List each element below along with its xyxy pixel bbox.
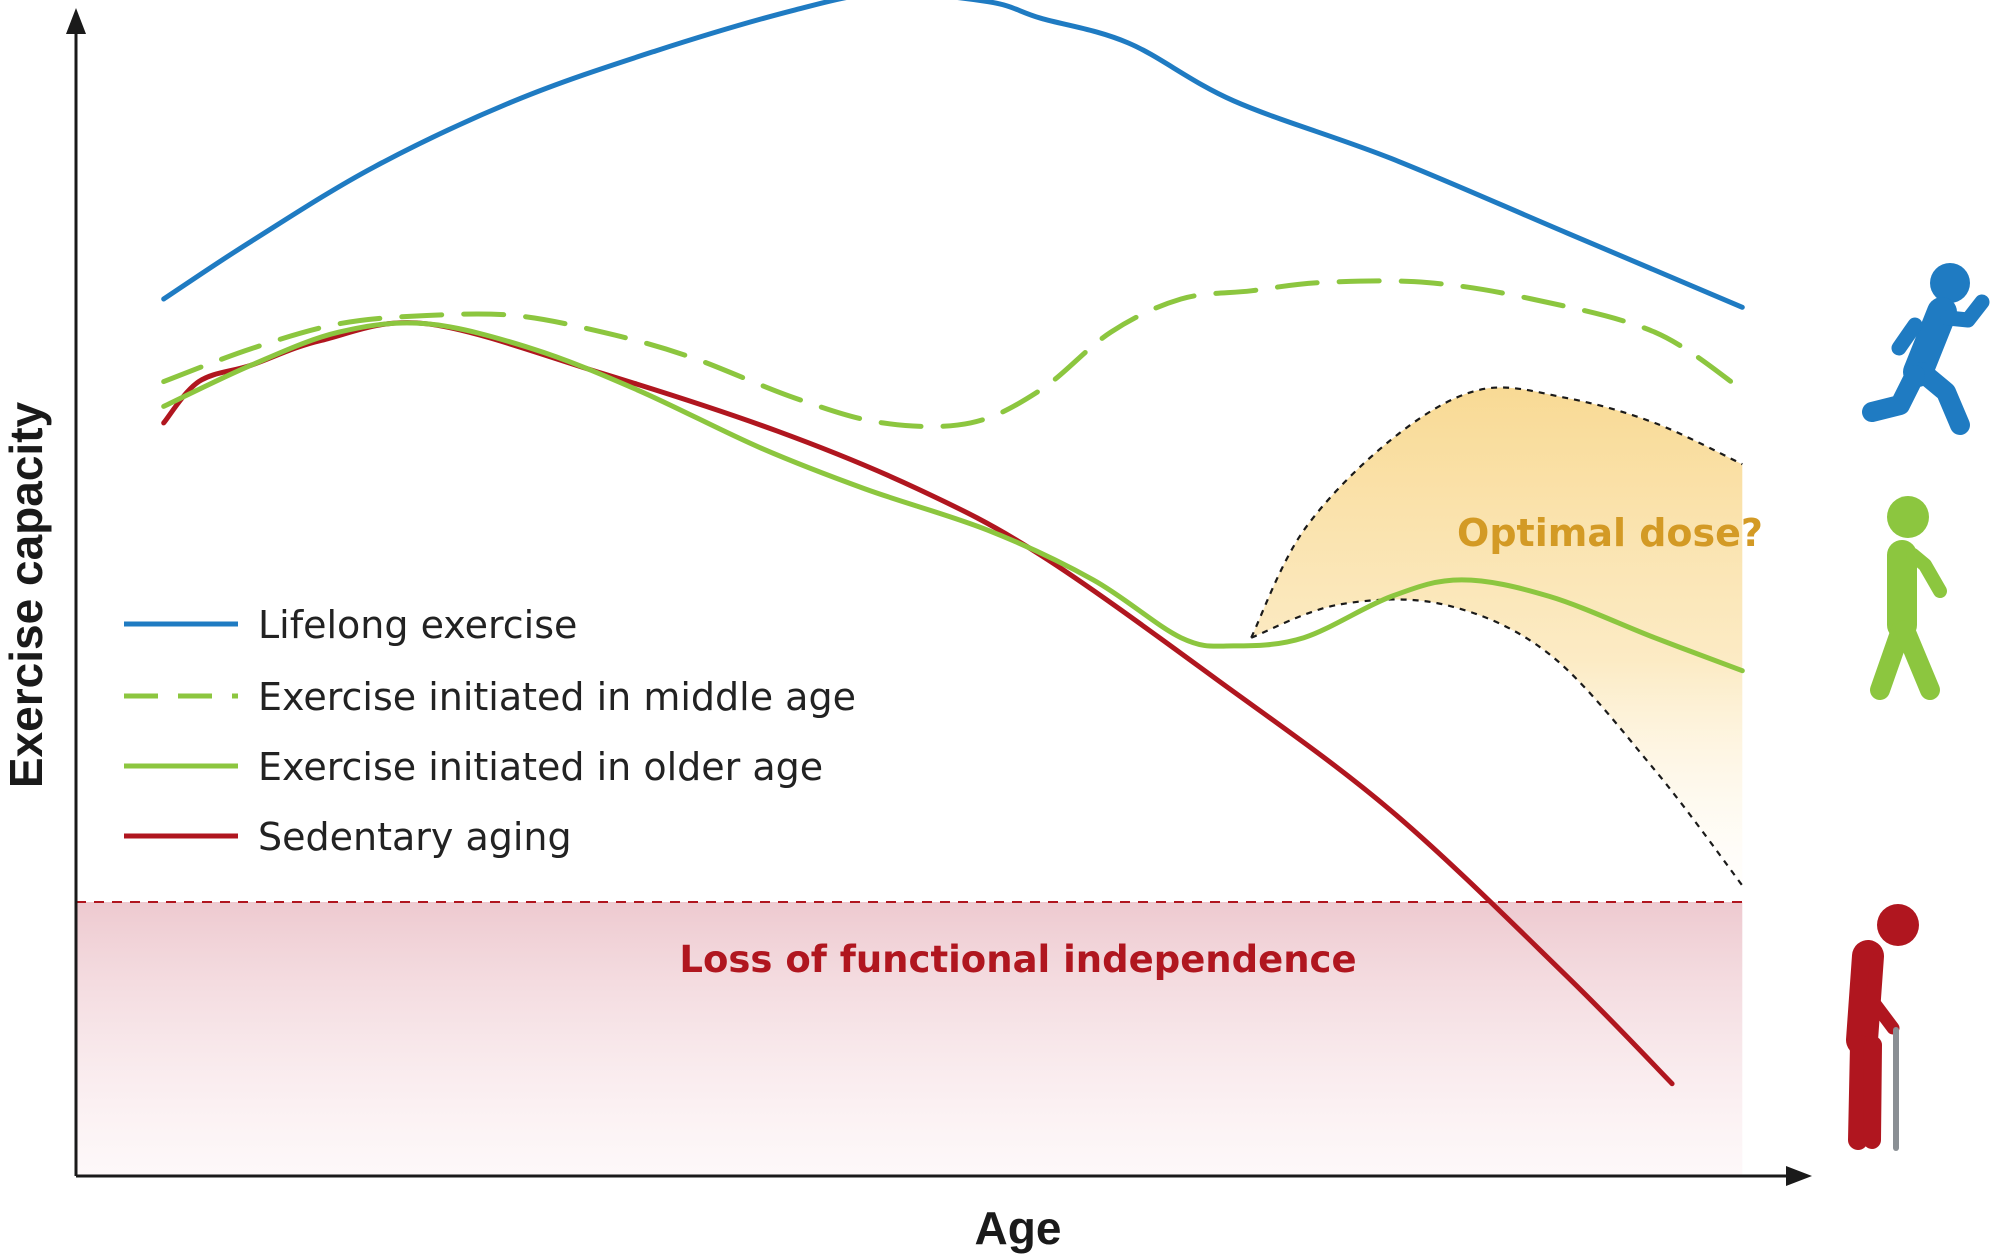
legend-label-older-age: Exercise initiated in older age <box>258 745 823 789</box>
legend: Lifelong exercise Exercise initiated in … <box>124 603 856 859</box>
legend-item-sedentary: Sedentary aging <box>124 815 572 859</box>
legend-item-middle-age: Exercise initiated in middle age <box>124 675 856 719</box>
optimal-dose-lower-bound <box>1250 598 1744 887</box>
legend-label-middle-age: Exercise initiated in middle age <box>258 675 856 719</box>
y-axis-title: Exercise capacity <box>0 401 52 788</box>
threshold-label: Loss of functional independence <box>679 938 1356 981</box>
series-layer <box>161 0 1745 1087</box>
legend-item-lifelong: Lifelong exercise <box>124 603 577 647</box>
legend-label-sedentary: Sedentary aging <box>258 815 572 859</box>
optimal-dose-upper-bound <box>1250 386 1743 639</box>
running-person-icon <box>1862 263 1990 435</box>
elderly-person-with-cane-icon <box>1846 904 1919 1151</box>
series-line-exercise-middle-age <box>161 278 1745 430</box>
optimal-dose-label: Optimal dose? <box>1457 511 1763 555</box>
y-axis-arrow <box>66 8 86 34</box>
functional-loss-zone <box>76 902 1743 1176</box>
axes <box>66 8 1812 1186</box>
series-line-exercise-older-age <box>161 320 1745 674</box>
walking-person-icon <box>1870 496 1947 700</box>
legend-label-lifelong: Lifelong exercise <box>258 603 577 647</box>
legend-item-older-age: Exercise initiated in older age <box>124 745 823 789</box>
x-axis-title: Age <box>975 1202 1062 1254</box>
x-axis-arrow <box>1786 1166 1812 1186</box>
series-line-lifelong-exercise <box>161 0 1745 310</box>
optimal-dose-band <box>1251 387 1743 886</box>
